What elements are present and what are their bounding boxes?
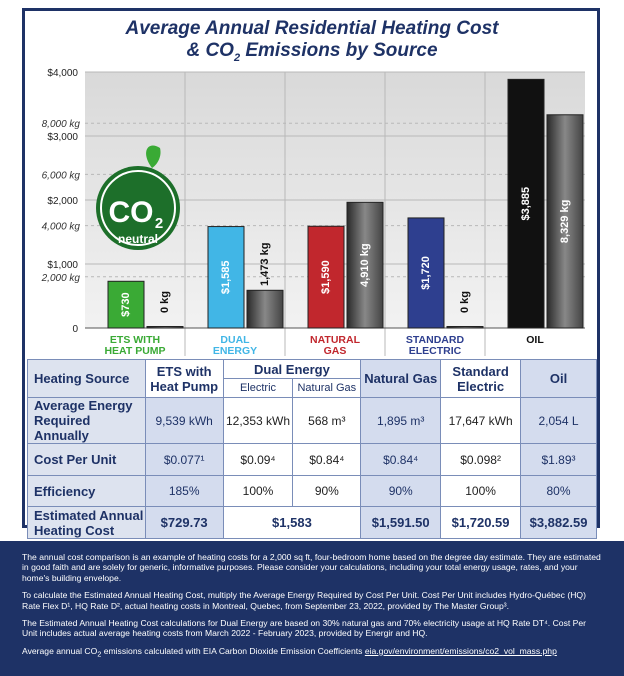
bar-cost-label: $1,590 — [320, 260, 332, 294]
table-cell: $0.098² — [440, 443, 522, 476]
table-cell: $1,720.59 — [440, 506, 522, 539]
badge-circle — [96, 166, 180, 250]
footnote-1: The annual cost comparison is an example… — [22, 552, 601, 583]
table-row-total: Estimated Annual Heating Cost $729.73 $1… — [27, 506, 597, 539]
bar-cost — [507, 78, 545, 329]
x-category-label: GAS — [324, 345, 347, 357]
table-row: Cost Per Unit $0.077¹ $0.09⁴ $0.84⁴ $0.8… — [27, 443, 597, 476]
badge-co-text: CO — [109, 196, 154, 229]
footnote-3: The Estimated Annual Heating Cost calcul… — [22, 618, 587, 639]
bar-chart: $730 0 kg $1,585 1,473 kg $1,590 4,910 kg $1,7… — [41, 68, 585, 357]
co2-neutral-badge: CO 2 neutral — [96, 145, 180, 250]
bar-emissions — [246, 289, 284, 329]
table-cell: 90% — [360, 475, 442, 507]
table-cell: 1,895 m³ — [360, 397, 442, 444]
y-tick-kg: 2,000 kg — [41, 273, 81, 284]
x-category-label: NATURAL — [310, 334, 361, 346]
bar-emissions — [446, 326, 484, 329]
badge-ring — [100, 170, 176, 246]
eia-link[interactable]: eia.gov/environment/emissions/co2_vol_ma… — [364, 645, 557, 656]
cost-table: Heating Source ETS with Heat Pump Dual E… — [27, 359, 597, 539]
x-category-label: STANDARD — [406, 334, 465, 346]
y-tick-cost: $4,000 — [47, 68, 78, 79]
bar-emissions-label: 0 kg — [459, 291, 471, 313]
row-label: Efficiency — [27, 475, 146, 507]
bar-emissions — [546, 114, 584, 329]
bar-cost-label: $730 — [120, 292, 132, 316]
header-heating-source: Heating Source — [27, 359, 146, 398]
bar-emissions — [346, 201, 384, 329]
x-category-label: ELECTRIC — [409, 345, 462, 357]
badge-neutral-text: neutral — [118, 232, 158, 246]
header-natural-gas: Natural Gas — [360, 359, 442, 398]
bar-emissions — [146, 326, 184, 329]
x-category-label: DUAL — [220, 334, 250, 346]
bar-cost — [307, 225, 345, 329]
bar-cost-label: $3,885 — [520, 187, 532, 221]
table-cell: 568 m³ — [292, 397, 362, 444]
table-cell: $1.89³ — [520, 443, 597, 476]
table-cell: 90% — [292, 475, 362, 507]
footnotes: The annual cost comparison is an example… — [0, 541, 624, 676]
table-cell: 100% — [222, 475, 294, 507]
y-tick-kg: 6,000 kg — [42, 170, 81, 181]
header-oil: Oil — [520, 359, 597, 398]
bar-cost — [207, 226, 245, 329]
table-cell: 9,539 kWh — [144, 397, 224, 444]
y-tick-cost: $1,000 — [47, 260, 78, 271]
leaf-icon — [146, 145, 161, 168]
x-category-label: ETS WITH — [110, 334, 160, 346]
table-cell: $729.73 — [144, 506, 224, 539]
row-label: Average Energy Required Annually — [27, 397, 146, 444]
table-cell: $1,583 — [222, 506, 362, 539]
table-row: Average Energy Required Annually 9,539 k… — [27, 397, 597, 444]
bar-emissions-label: 0 kg — [159, 291, 171, 313]
bar-cost-label: $1,585 — [220, 260, 232, 294]
table-cell: $1,591.50 — [360, 506, 442, 539]
table-cell: $0.84⁴ — [360, 443, 442, 476]
chart-title-line2: & CO2 Emissions by Source — [186, 40, 438, 64]
row-label: Cost Per Unit — [27, 443, 146, 476]
table-cell: 80% — [520, 475, 597, 507]
x-category-label: OIL — [526, 334, 544, 346]
table-cell: 100% — [440, 475, 522, 507]
table-cell: 12,353 kWh — [222, 397, 294, 444]
table-cell: 17,647 kWh — [440, 397, 522, 444]
bar-cost — [407, 217, 445, 329]
chart-title-line1: Average Annual Residential Heating Cost — [125, 18, 499, 39]
x-category-label: ENERGY — [213, 345, 257, 357]
table-row: Efficiency 185% 100% 90% 90% 100% 80% — [27, 475, 597, 507]
y-tick-cost: $2,000 — [47, 196, 78, 207]
y-tick-cost: $3,000 — [47, 132, 78, 143]
header-dual-electric: Electric — [222, 378, 294, 398]
footnote-4: Average annual CO2 emissions calculated … — [22, 645, 557, 659]
row-label: Estimated Annual Heating Cost — [27, 506, 146, 539]
y-tick-kg: 4,000 kg — [42, 222, 81, 233]
header-ets: ETS with Heat Pump — [144, 359, 224, 398]
bar-cost-label: $1,720 — [420, 256, 432, 290]
header-dual-energy: Dual Energy — [222, 359, 362, 379]
table-cell: 185% — [144, 475, 224, 507]
header-dual-natural-gas: Natural Gas — [292, 378, 362, 398]
x-category-label: HEAT PUMP — [104, 345, 165, 357]
table-cell: $0.09⁴ — [222, 443, 294, 476]
bar-emissions-label: 8,329 kg — [559, 200, 571, 243]
table-cell: $3,882.59 — [520, 506, 597, 539]
bar-cost — [107, 280, 145, 329]
bar-emissions-label: 4,910 kg — [359, 243, 371, 286]
table-cell: 2,054 L — [520, 397, 597, 444]
header-standard-electric: Standard Electric — [440, 359, 522, 398]
bar-emissions-label: 1,473 kg — [259, 243, 271, 286]
footnote-2: To calculate the Estimated Annual Heatin… — [22, 590, 586, 611]
table-cell: $0.84⁴ — [292, 443, 362, 476]
y-tick-kg: 8,000 kg — [42, 119, 81, 130]
table-cell: $0.077¹ — [144, 443, 224, 476]
y-tick-cost: 0 — [72, 324, 78, 335]
badge-sub-text: 2 — [155, 215, 163, 232]
